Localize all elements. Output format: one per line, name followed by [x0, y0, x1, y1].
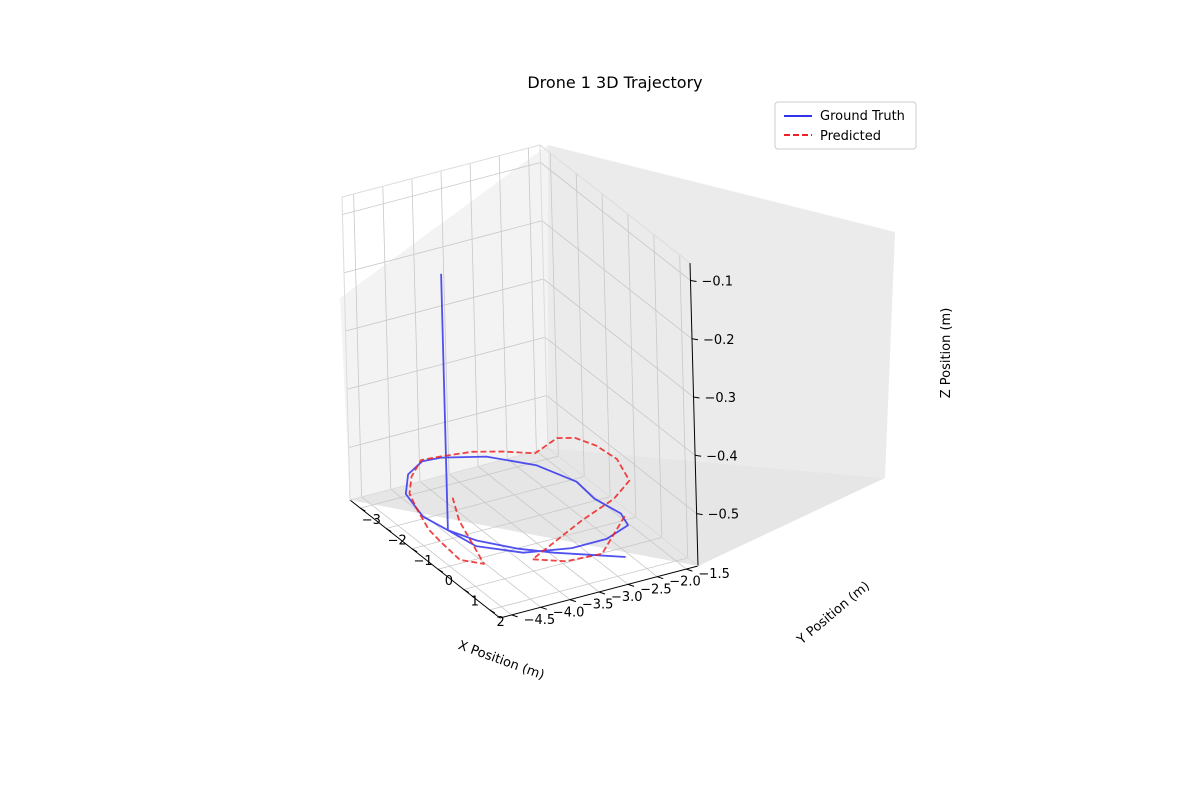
- z-tick-label: −0.2: [703, 333, 735, 348]
- x-tick-label: −2: [388, 534, 407, 549]
- y-axis-label: Y Position (m): [794, 579, 873, 649]
- y-tick-mark: [511, 614, 518, 618]
- y-tick-mark: [686, 568, 693, 572]
- z-gridline-back: [544, 336, 696, 456]
- legend-frame: [774, 101, 917, 150]
- x-gridline-back: [627, 214, 637, 518]
- y-tick-mark: [657, 576, 664, 580]
- legend-label-predicted: Predicted: [820, 129, 881, 144]
- axes: [341, 144, 703, 619]
- z-tick-mark: [695, 454, 702, 457]
- x-gridline-back: [601, 193, 611, 497]
- legend-label-ground-truth: Ground Truth: [820, 109, 905, 124]
- x-tick-label: 2: [497, 615, 505, 630]
- tick-labels: −3 −2 −1 0 1 2 −4.5−4.0−3.5−3.0−2.5−2.0−1.5 −0.…: [362, 275, 739, 630]
- x-axis-line: [349, 499, 501, 619]
- pane-edge: [341, 144, 541, 198]
- z-axis-line: [689, 262, 699, 567]
- grid-lines: [342, 148, 697, 616]
- z-tick-mark: [696, 513, 703, 516]
- y-tick-label: −4.0: [553, 605, 585, 620]
- x-tick-label: 0: [445, 574, 453, 589]
- y-gridline-left: [469, 163, 479, 467]
- y-axis-line: [499, 565, 699, 619]
- z-gridline-back: [541, 220, 693, 340]
- back-pane: [548, 145, 895, 478]
- y-tick-label: −4.5: [524, 613, 556, 628]
- y-tick-label: −3.5: [582, 598, 614, 613]
- z-gridline-left: [343, 220, 543, 274]
- x-tick-label: 1: [471, 595, 479, 610]
- series-lines: [404, 273, 631, 565]
- y-tick-label: −3.0: [611, 590, 643, 605]
- y-tick-label: −2.0: [669, 575, 701, 590]
- z-tick-label: −0.3: [705, 391, 737, 406]
- x-gridline-back: [679, 254, 689, 558]
- floor-pane: [350, 448, 885, 566]
- y-tick-label: −1.5: [698, 567, 730, 582]
- y-gridline-floor: [361, 496, 512, 616]
- y-tick-mark: [540, 606, 547, 610]
- z-axis-label: Z Position (m): [939, 308, 954, 399]
- y-gridline-floor: [506, 458, 658, 578]
- legend: Ground Truth Predicted: [774, 101, 917, 150]
- chart-title: Drone 1 3D Trajectory: [527, 73, 702, 92]
- z-tick-mark: [691, 338, 699, 341]
- pane-edge: [341, 196, 351, 501]
- z-gridline-left: [346, 336, 546, 390]
- y-tick-label: −2.5: [640, 582, 672, 597]
- x-gridline-back: [549, 153, 559, 457]
- z-tick-mark: [690, 280, 697, 282]
- y-gridline-left: [498, 155, 508, 459]
- y-gridline-floor: [477, 466, 629, 585]
- z-tick-label: −0.1: [702, 275, 734, 290]
- x-gridline-back: [653, 234, 663, 538]
- y-gridline-left: [411, 178, 421, 482]
- left-pane: [340, 145, 548, 500]
- y-gridline-left: [353, 193, 362, 497]
- y-gridline-floor: [390, 488, 542, 608]
- y-gridline-left: [440, 170, 450, 475]
- pane-edge: [539, 144, 691, 264]
- z-gridline-back: [546, 395, 697, 514]
- y-tick-mark: [627, 583, 635, 587]
- z-tick-label: −0.5: [708, 508, 740, 523]
- z-gridline-back: [540, 162, 691, 281]
- y-tick-mark: [598, 591, 606, 595]
- z-tick-mark: [693, 396, 700, 399]
- ground-truth-line: [404, 273, 629, 558]
- z-gridline-left: [348, 395, 547, 448]
- pane-edge: [539, 144, 549, 449]
- x-axis-label: X Position (m): [456, 638, 546, 683]
- z-gridline-back: [543, 278, 694, 398]
- pane-edge: [349, 447, 549, 501]
- y-gridline-floor: [536, 450, 687, 570]
- y-gridline-floor: [419, 481, 571, 600]
- x-tick-label: −3: [362, 513, 381, 528]
- predicted-line: [408, 436, 631, 565]
- x-gridline-back: [575, 173, 585, 477]
- z-gridline-left: [345, 278, 544, 332]
- y-gridline-left: [528, 148, 537, 452]
- y-tick-mark: [569, 599, 577, 603]
- z-tick-label: −0.4: [706, 449, 738, 464]
- z-gridline-left: [342, 162, 541, 215]
- pane-edge: [547, 447, 699, 567]
- y-gridline-floor: [448, 473, 600, 593]
- x-tick-label: −1: [414, 554, 433, 569]
- y-gridline-left: [382, 186, 392, 490]
